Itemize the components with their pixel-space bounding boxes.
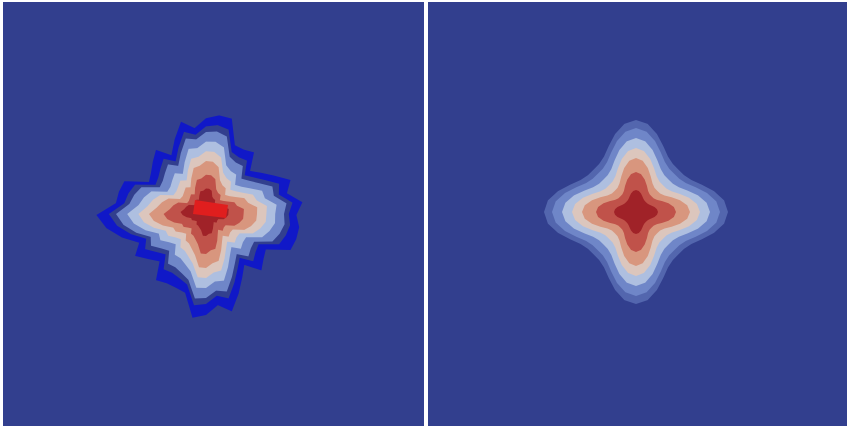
left-field-plot	[3, 2, 424, 426]
right-level-peak	[614, 190, 658, 234]
right-render-panel	[428, 2, 847, 426]
left-blob	[96, 115, 303, 318]
right-field-plot	[428, 2, 847, 426]
left-render-panel	[3, 2, 424, 426]
left-hotspot	[193, 200, 228, 218]
right-blob	[544, 120, 728, 304]
